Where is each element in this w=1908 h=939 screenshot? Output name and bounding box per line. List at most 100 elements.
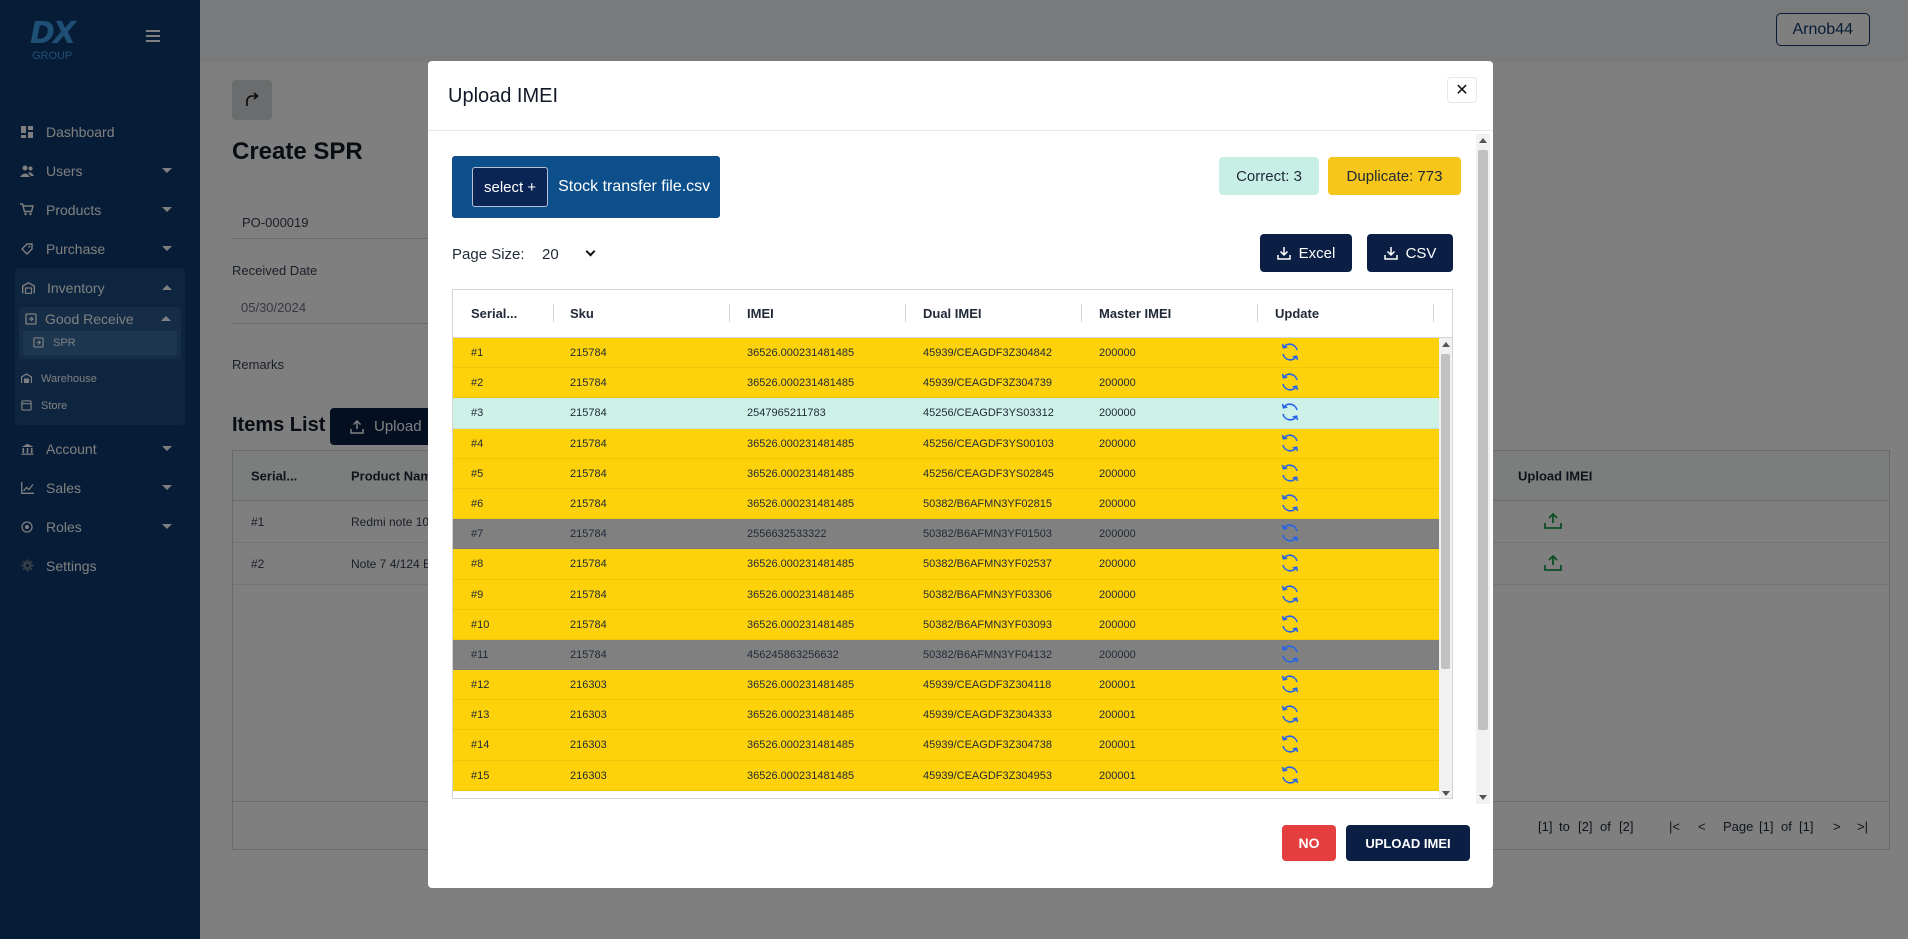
table-row[interactable]: #14 216303 36526.000231481485 45939/CEAGDF3… bbox=[453, 730, 1452, 761]
column-header-master-imei[interactable]: Master IMEI bbox=[1099, 306, 1172, 321]
row-sku: 215784 bbox=[570, 377, 607, 390]
table-row[interactable]: #13 216303 36526.000231481485 45939/CEAGDF3… bbox=[453, 700, 1452, 731]
table-row[interactable]: #10 215784 36526.000231481485 50382/B6AFMN3… bbox=[453, 609, 1452, 640]
row-dual-imei: 50382/B6AFMN3YF01503 bbox=[923, 528, 1053, 541]
row-serial: #9 bbox=[471, 588, 484, 601]
column-header-imei[interactable]: IMEI bbox=[747, 306, 774, 321]
upload-imei-button[interactable]: UPLOAD IMEI bbox=[1346, 825, 1470, 861]
row-imei: 36526.000231481485 bbox=[747, 679, 855, 692]
column-header-sku[interactable]: Sku bbox=[570, 306, 594, 321]
scrollbar-thumb[interactable] bbox=[1441, 354, 1450, 669]
close-icon: ✕ bbox=[1455, 82, 1469, 99]
row-imei: 36526.000231481485 bbox=[747, 709, 855, 722]
refresh-icon[interactable] bbox=[1279, 613, 1301, 635]
row-master-imei: 200001 bbox=[1099, 709, 1136, 722]
row-serial: #4 bbox=[471, 437, 484, 450]
row-imei: 36526.000231481485 bbox=[747, 588, 855, 601]
export-csv-button[interactable]: CSV bbox=[1367, 234, 1453, 272]
row-dual-imei: 45256/CEAGDF3YS03312 bbox=[923, 407, 1054, 420]
row-master-imei: 200001 bbox=[1099, 739, 1136, 752]
row-master-imei: 200000 bbox=[1099, 377, 1136, 390]
table-row[interactable]: #4 215784 36526.000231481485 45256/CEAGDF3Y… bbox=[453, 428, 1452, 459]
row-serial: #6 bbox=[471, 497, 484, 510]
row-sku: 215784 bbox=[570, 437, 607, 450]
scroll-up-icon[interactable] bbox=[1479, 138, 1487, 143]
select-file-button[interactable]: select + bbox=[472, 167, 549, 207]
table-scrollbar[interactable] bbox=[1439, 338, 1452, 798]
row-imei: 36526.000231481485 bbox=[747, 558, 855, 571]
row-dual-imei: 45939/CEAGDF3Z304738 bbox=[923, 739, 1053, 752]
row-sku: 215784 bbox=[570, 528, 607, 541]
row-serial: #13 bbox=[471, 709, 490, 722]
row-master-imei: 200000 bbox=[1099, 497, 1136, 510]
refresh-icon[interactable] bbox=[1279, 703, 1301, 725]
refresh-icon[interactable] bbox=[1279, 401, 1301, 423]
row-serial: #14 bbox=[471, 739, 490, 752]
table-row[interactable]: #15 216303 36526.000231481485 45939/CEAGDF3… bbox=[453, 760, 1452, 791]
refresh-icon[interactable] bbox=[1279, 733, 1301, 755]
scroll-up-icon[interactable] bbox=[1442, 342, 1450, 347]
column-header-serial[interactable]: Serial... bbox=[471, 306, 518, 321]
chevron-down-icon bbox=[585, 246, 596, 257]
refresh-icon[interactable] bbox=[1279, 583, 1301, 605]
no-button[interactable]: NO bbox=[1282, 825, 1336, 861]
row-imei: 36526.000231481485 bbox=[747, 618, 855, 631]
refresh-icon[interactable] bbox=[1279, 462, 1301, 484]
column-header-dual-imei[interactable]: Dual IMEI bbox=[923, 306, 982, 321]
refresh-icon[interactable] bbox=[1279, 673, 1301, 695]
refresh-icon[interactable] bbox=[1279, 492, 1301, 514]
row-imei: 2547965211783 bbox=[747, 407, 826, 420]
table-row[interactable]: #11 215784 456245863256632 50382/B6AFMN3YF0… bbox=[453, 639, 1452, 671]
row-sku: 215784 bbox=[570, 618, 607, 631]
row-serial: #11 bbox=[471, 648, 489, 661]
page-size-value: 20 bbox=[542, 245, 559, 263]
scroll-down-icon[interactable] bbox=[1442, 791, 1450, 796]
row-dual-imei: 45939/CEAGDF3Z304333 bbox=[923, 709, 1053, 722]
table-row[interactable]: #1 215784 36526.000231481485 45939/CEAGDF3Z… bbox=[453, 338, 1452, 369]
table-row[interactable]: #12 216303 36526.000231481485 45939/CEAGDF3… bbox=[453, 670, 1452, 701]
download-icon bbox=[1276, 247, 1291, 260]
row-serial: #10 bbox=[471, 618, 490, 631]
table-row[interactable]: #5 215784 36526.000231481485 45256/CEAGDF3Y… bbox=[453, 458, 1452, 489]
refresh-icon[interactable] bbox=[1279, 371, 1301, 393]
duplicate-count-badge: Duplicate: 773 bbox=[1328, 157, 1461, 195]
refresh-icon[interactable] bbox=[1279, 552, 1301, 574]
table-row[interactable]: #8 215784 36526.000231481485 50382/B6AFMN3Y… bbox=[453, 549, 1452, 580]
refresh-icon[interactable] bbox=[1279, 432, 1301, 454]
row-master-imei: 200000 bbox=[1099, 558, 1136, 571]
close-button[interactable]: ✕ bbox=[1447, 77, 1477, 103]
modal-header: Upload IMEI ✕ bbox=[428, 61, 1493, 131]
row-dual-imei: 45939/CEAGDF3Z304953 bbox=[923, 769, 1053, 782]
row-sku: 215784 bbox=[570, 588, 607, 601]
row-master-imei: 200000 bbox=[1099, 437, 1136, 450]
scrollbar-thumb[interactable] bbox=[1478, 150, 1488, 730]
refresh-icon[interactable] bbox=[1279, 341, 1301, 363]
row-imei: 36526.000231481485 bbox=[747, 467, 855, 480]
export-excel-button[interactable]: Excel bbox=[1260, 234, 1352, 272]
refresh-icon[interactable] bbox=[1279, 522, 1301, 544]
row-dual-imei: 45256/CEAGDF3YS00103 bbox=[923, 437, 1054, 450]
row-sku: 216303 bbox=[570, 679, 607, 692]
row-dual-imei: 50382/B6AFMN3YF03093 bbox=[923, 618, 1053, 631]
table-row[interactable]: #3 215784 2547965211783 45256/CEAGDF3YS0331… bbox=[453, 398, 1452, 429]
table-row[interactable]: #2 215784 36526.000231481485 45939/CEAGDF3Z… bbox=[453, 368, 1452, 399]
file-picker: select + Stock transfer file.csv bbox=[452, 156, 720, 218]
table-row[interactable]: #7 215784 2556632533322 50382/B6AFMN3YF0150… bbox=[453, 519, 1452, 550]
modal-scrollbar[interactable] bbox=[1476, 134, 1490, 804]
row-serial: #2 bbox=[471, 377, 484, 390]
table-row[interactable]: #9 215784 36526.000231481485 50382/B6AFMN3Y… bbox=[453, 579, 1452, 610]
column-header-update[interactable]: Update bbox=[1275, 306, 1320, 321]
table-row[interactable]: #6 215784 36526.000231481485 50382/B6AFMN3Y… bbox=[453, 488, 1452, 520]
page-size-select[interactable]: 20 bbox=[532, 238, 604, 270]
row-dual-imei: 50382/B6AFMN3YF02537 bbox=[923, 558, 1053, 571]
scroll-down-icon[interactable] bbox=[1479, 795, 1487, 800]
row-imei: 36526.000231481485 bbox=[747, 739, 855, 752]
row-serial: #3 bbox=[471, 407, 484, 420]
row-imei: 36526.000231481485 bbox=[747, 347, 855, 359]
row-sku: 216303 bbox=[570, 709, 607, 722]
row-sku: 215784 bbox=[570, 497, 607, 510]
refresh-icon[interactable] bbox=[1279, 643, 1301, 665]
correct-count-badge: Correct: 3 bbox=[1219, 157, 1319, 195]
row-sku: 215784 bbox=[570, 347, 607, 359]
refresh-icon[interactable] bbox=[1279, 764, 1301, 786]
